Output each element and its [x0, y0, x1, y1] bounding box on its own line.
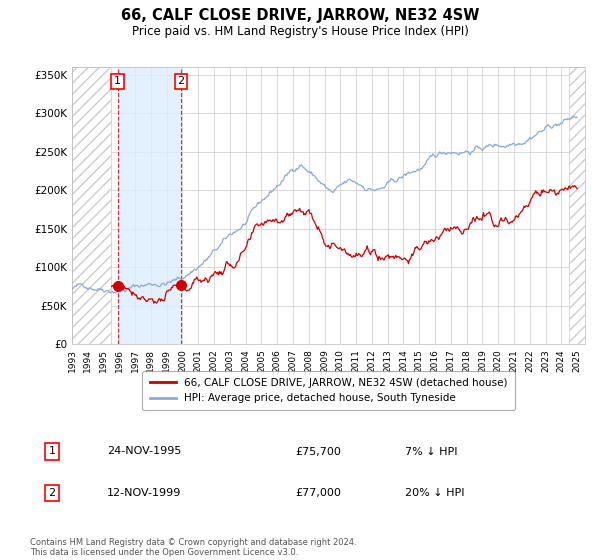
Text: 24-NOV-1995: 24-NOV-1995 [107, 446, 182, 456]
Text: 1: 1 [49, 446, 56, 456]
Bar [569, 67, 585, 344]
Bar [118, 67, 181, 344]
Bar [72, 67, 112, 344]
Text: 20% ↓ HPI: 20% ↓ HPI [406, 488, 465, 498]
Text: 1: 1 [114, 76, 121, 86]
Text: £75,700: £75,700 [295, 446, 341, 456]
Text: 2: 2 [178, 76, 184, 86]
Text: 66, CALF CLOSE DRIVE, JARROW, NE32 4SW: 66, CALF CLOSE DRIVE, JARROW, NE32 4SW [121, 8, 479, 24]
Text: Price paid vs. HM Land Registry's House Price Index (HPI): Price paid vs. HM Land Registry's House … [131, 25, 469, 38]
Text: 7% ↓ HPI: 7% ↓ HPI [406, 446, 458, 456]
Text: Contains HM Land Registry data © Crown copyright and database right 2024.
This d: Contains HM Land Registry data © Crown c… [30, 538, 356, 557]
Text: 12-NOV-1999: 12-NOV-1999 [107, 488, 182, 498]
Text: 2: 2 [49, 488, 56, 498]
Text: £77,000: £77,000 [295, 488, 341, 498]
Legend: 66, CALF CLOSE DRIVE, JARROW, NE32 4SW (detached house), HPI: Average price, det: 66, CALF CLOSE DRIVE, JARROW, NE32 4SW (… [142, 371, 515, 410]
